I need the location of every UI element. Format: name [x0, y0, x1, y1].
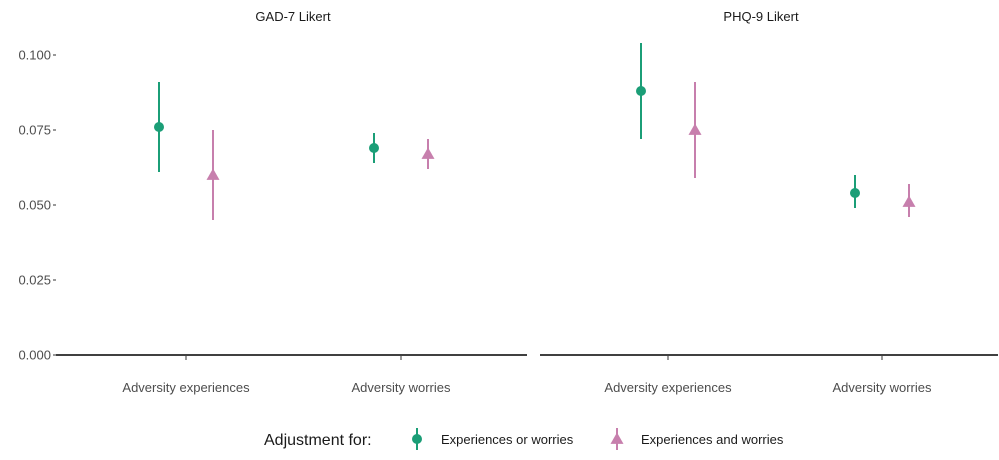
data-point [421, 147, 435, 159]
x-tick-label: Adversity experiences [604, 380, 732, 395]
y-tick-label: 0.025 [18, 273, 51, 288]
legend-key-triangle [610, 432, 624, 444]
y-tick-label: 0.050 [18, 198, 51, 213]
legend-label: Experiences or worries [441, 432, 574, 447]
data-point [154, 122, 164, 132]
panel-title: GAD-7 Likert [255, 9, 331, 24]
y-tick-label: 0.100 [18, 48, 51, 63]
data-point [688, 123, 702, 135]
legend-label: Experiences and worries [641, 432, 784, 447]
x-tick-label: Adversity worries [833, 380, 932, 395]
data-point [206, 168, 220, 180]
x-tick-label: Adversity experiences [122, 380, 250, 395]
y-tick-label: 0.075 [18, 123, 51, 138]
panel-title: PHQ-9 Likert [723, 9, 799, 24]
data-point [902, 195, 916, 207]
data-point [636, 86, 646, 96]
data-point [369, 143, 379, 153]
data-point [850, 188, 860, 198]
legend-key-circle [412, 434, 422, 444]
y-tick-label: 0.000 [18, 348, 51, 363]
legend-title: Adjustment for: [264, 432, 372, 449]
x-tick-label: Adversity worries [352, 380, 451, 395]
